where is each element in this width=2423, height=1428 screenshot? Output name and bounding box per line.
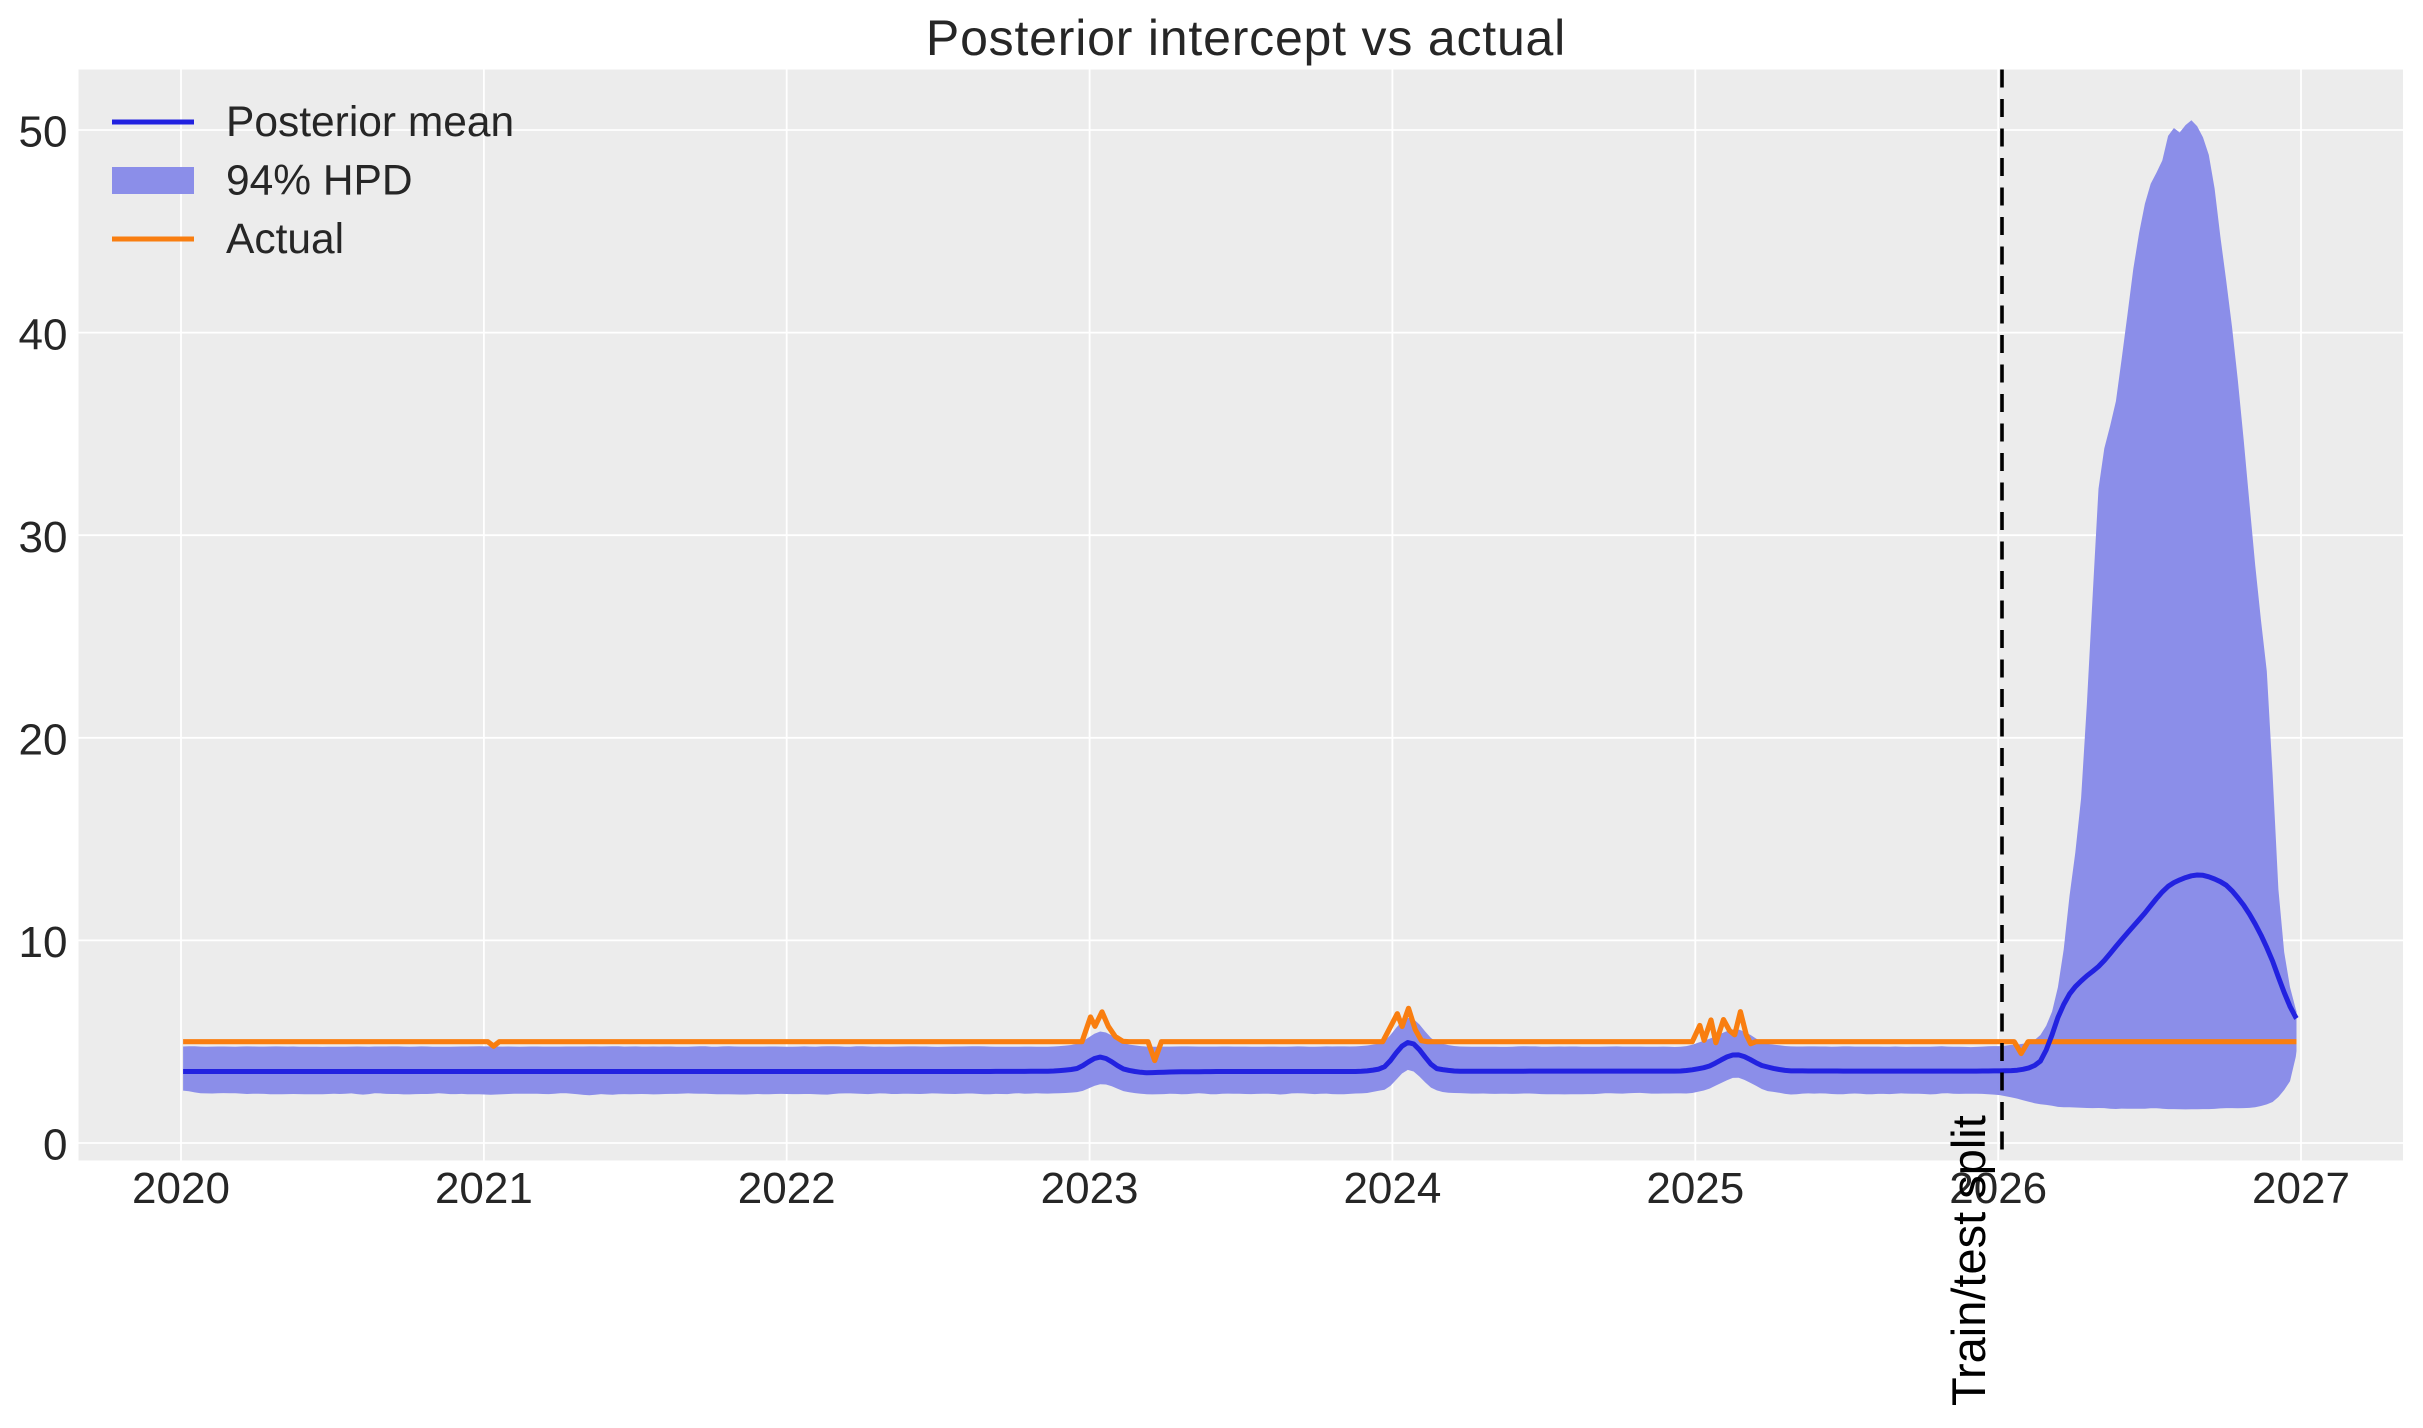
svg-text:94% HPD: 94% HPD	[226, 158, 413, 205]
svg-text:2026: 2026	[1949, 1164, 2047, 1213]
svg-text:Train/test split: Train/test split	[1942, 1115, 1995, 1406]
svg-text:2020: 2020	[132, 1164, 230, 1213]
svg-text:50: 50	[19, 108, 68, 157]
svg-text:10: 10	[19, 918, 68, 967]
svg-text:30: 30	[19, 513, 68, 562]
svg-text:2024: 2024	[1343, 1164, 1441, 1213]
svg-text:0: 0	[43, 1121, 67, 1170]
svg-text:2023: 2023	[1041, 1164, 1139, 1213]
svg-text:20: 20	[19, 716, 68, 765]
svg-text:2021: 2021	[435, 1164, 533, 1213]
svg-text:2027: 2027	[2252, 1164, 2350, 1213]
svg-text:2022: 2022	[738, 1164, 836, 1213]
svg-text:40: 40	[19, 310, 68, 359]
svg-text:Posterior intercept vs actual: Posterior intercept vs actual	[926, 10, 1566, 66]
svg-text:2025: 2025	[1646, 1164, 1744, 1213]
svg-text:Posterior mean: Posterior mean	[226, 99, 514, 146]
svg-text:Actual: Actual	[226, 216, 344, 263]
